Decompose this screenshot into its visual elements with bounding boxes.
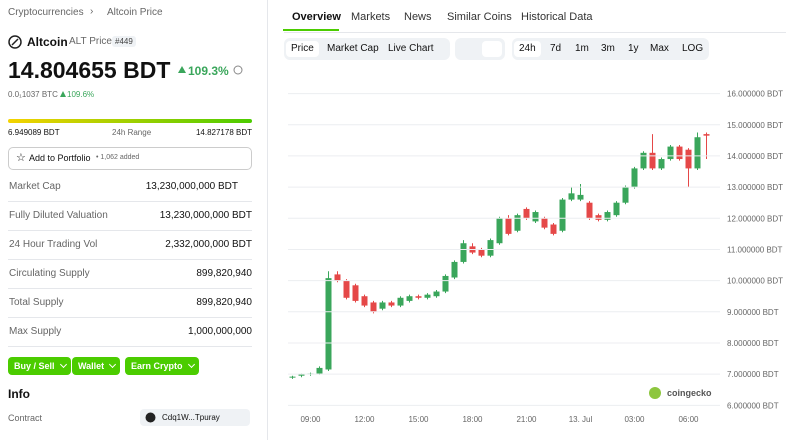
tab[interactable]: News	[404, 11, 432, 23]
portfolio-button[interactable]: ☆ Add to Portfolio • 1,062 added	[8, 147, 252, 170]
stat-value: 13,230,000,000 BDT	[159, 210, 252, 221]
mode-button[interactable]: Market Cap	[327, 43, 379, 54]
y-tick-label: 10.000000 BDT	[727, 277, 783, 286]
x-tick-label: 12:00	[354, 415, 375, 424]
y-tick-label: 9.000000 BDT	[727, 308, 779, 317]
tab-underline	[283, 29, 339, 31]
x-tick-label: 03:00	[624, 415, 645, 424]
chart-type-group	[455, 38, 505, 60]
range-high: 14.827178 BDT	[195, 128, 252, 137]
range-button[interactable]: LOG	[682, 43, 704, 54]
range-button[interactable]: 1y	[628, 43, 639, 54]
star-icon: ☆	[16, 152, 26, 164]
rank-badge: #449	[112, 36, 136, 47]
price-change: 109.3%	[188, 64, 229, 78]
y-tick-label: 12.000000 BDT	[727, 214, 783, 223]
stat-label: Market Cap	[9, 181, 61, 192]
up-arrow	[60, 91, 66, 97]
stat-value: 13,230,000,000 BDT	[145, 181, 238, 192]
y-tick-label: 16.000000 BDT	[727, 90, 783, 99]
action-button[interactable]: Buy / Sell	[8, 357, 71, 375]
contract-address: Cdq1W...Tpuray	[162, 413, 220, 422]
stat-label: Max Supply	[9, 326, 62, 337]
tab[interactable]: Similar Coins	[447, 11, 512, 23]
stat-label: Total Supply	[9, 297, 64, 308]
stat-row: Fully Diluted Valuation 13,230,000,000 BD…	[8, 201, 252, 231]
x-tick-label: 13. Jul	[569, 415, 593, 424]
tab[interactable]: Markets	[351, 11, 391, 23]
action-button[interactable]: Earn Crypto	[125, 357, 199, 375]
x-tick-label: 21:00	[516, 415, 537, 424]
stat-row: Market Cap 13,230,000,000 BDT	[8, 172, 252, 202]
chart-type-button[interactable]	[482, 41, 502, 57]
range-button[interactable]: 1m	[575, 43, 589, 54]
info-title: Info	[8, 387, 30, 401]
x-tick-label: 15:00	[408, 415, 429, 424]
y-tick-label: 7.000000 BDT	[727, 370, 779, 379]
stat-value: 1,000,000,000	[188, 326, 252, 337]
coin-icon	[8, 35, 22, 49]
y-tick-label: 15.000000 BDT	[727, 121, 783, 130]
breadcrumb[interactable]: Altcoin Price	[107, 7, 163, 18]
coin-name: Altcoin	[27, 35, 68, 49]
watermark-logo	[649, 387, 661, 399]
stat-value: 899,820,940	[196, 268, 252, 279]
x-tick-label: 06:00	[678, 415, 699, 424]
chain-icon	[145, 412, 156, 423]
breadcrumb[interactable]: Cryptocurrencies	[8, 7, 84, 18]
info-icon[interactable]	[233, 65, 243, 75]
stat-row: 24 Hour Trading Vol 2,332,000,000 BDT	[8, 230, 252, 260]
stat-value: 2,332,000,000 BDT	[165, 239, 252, 250]
price: 14.804655 BDT	[8, 57, 171, 83]
action-button[interactable]: Wallet	[72, 357, 121, 375]
range-bar	[8, 119, 252, 123]
mode-group: Price Market Cap Live Chart	[284, 38, 450, 60]
y-tick-label: 14.000000 BDT	[727, 152, 783, 161]
btc-change: 109.6%	[67, 90, 95, 99]
coin-symbol: ALT Price	[69, 36, 112, 47]
mode-button[interactable]: Price	[286, 41, 319, 57]
stat-row: Max Supply 1,000,000,000	[8, 317, 252, 347]
range-label: 24h Range	[112, 128, 152, 137]
divider	[267, 0, 268, 440]
portfolio-count: • 1,062 added	[96, 154, 140, 161]
stat-value: 899,820,940	[196, 297, 252, 308]
tab-border	[284, 32, 786, 33]
mode-button[interactable]: Live Chart	[388, 43, 434, 54]
tab[interactable]: Overview	[292, 11, 341, 23]
y-tick-label: 8.000000 BDT	[727, 339, 779, 348]
watermark: coingecko	[667, 388, 712, 398]
btc-price: 0.0₁1037 BTC	[8, 90, 58, 99]
y-tick-label: 6.000000 BDT	[727, 401, 779, 410]
stat-label: Fully Diluted Valuation	[9, 210, 108, 221]
x-tick-label: 09:00	[300, 415, 321, 424]
range-group: 24h 7d 1m 3m 1y Max LOG	[512, 38, 709, 60]
tab[interactable]: Historical Data	[521, 11, 593, 23]
y-tick-label: 13.000000 BDT	[727, 183, 783, 192]
x-tick-label: 18:00	[462, 415, 483, 424]
range-button[interactable]: 7d	[550, 43, 562, 54]
range-button[interactable]: 3m	[601, 43, 615, 54]
range-button[interactable]: Max	[650, 43, 669, 54]
range-button[interactable]: 24h	[514, 41, 541, 57]
contract-chip[interactable]: Cdq1W...Tpuray	[140, 409, 250, 426]
stat-label: Circulating Supply	[9, 268, 90, 279]
stat-label: 24 Hour Trading Vol	[9, 239, 98, 250]
portfolio-label: Add to Portfolio	[29, 153, 91, 163]
breadcrumb-sep: ›	[90, 6, 94, 17]
stat-row: Total Supply 899,820,940	[8, 288, 252, 318]
stat-row: Circulating Supply 899,820,940	[8, 259, 252, 289]
range-low: 6.949089 BDT	[8, 128, 60, 137]
y-tick-label: 11.000000 BDT	[727, 245, 783, 254]
contract-label: Contract	[8, 413, 43, 423]
up-arrow	[178, 66, 186, 73]
